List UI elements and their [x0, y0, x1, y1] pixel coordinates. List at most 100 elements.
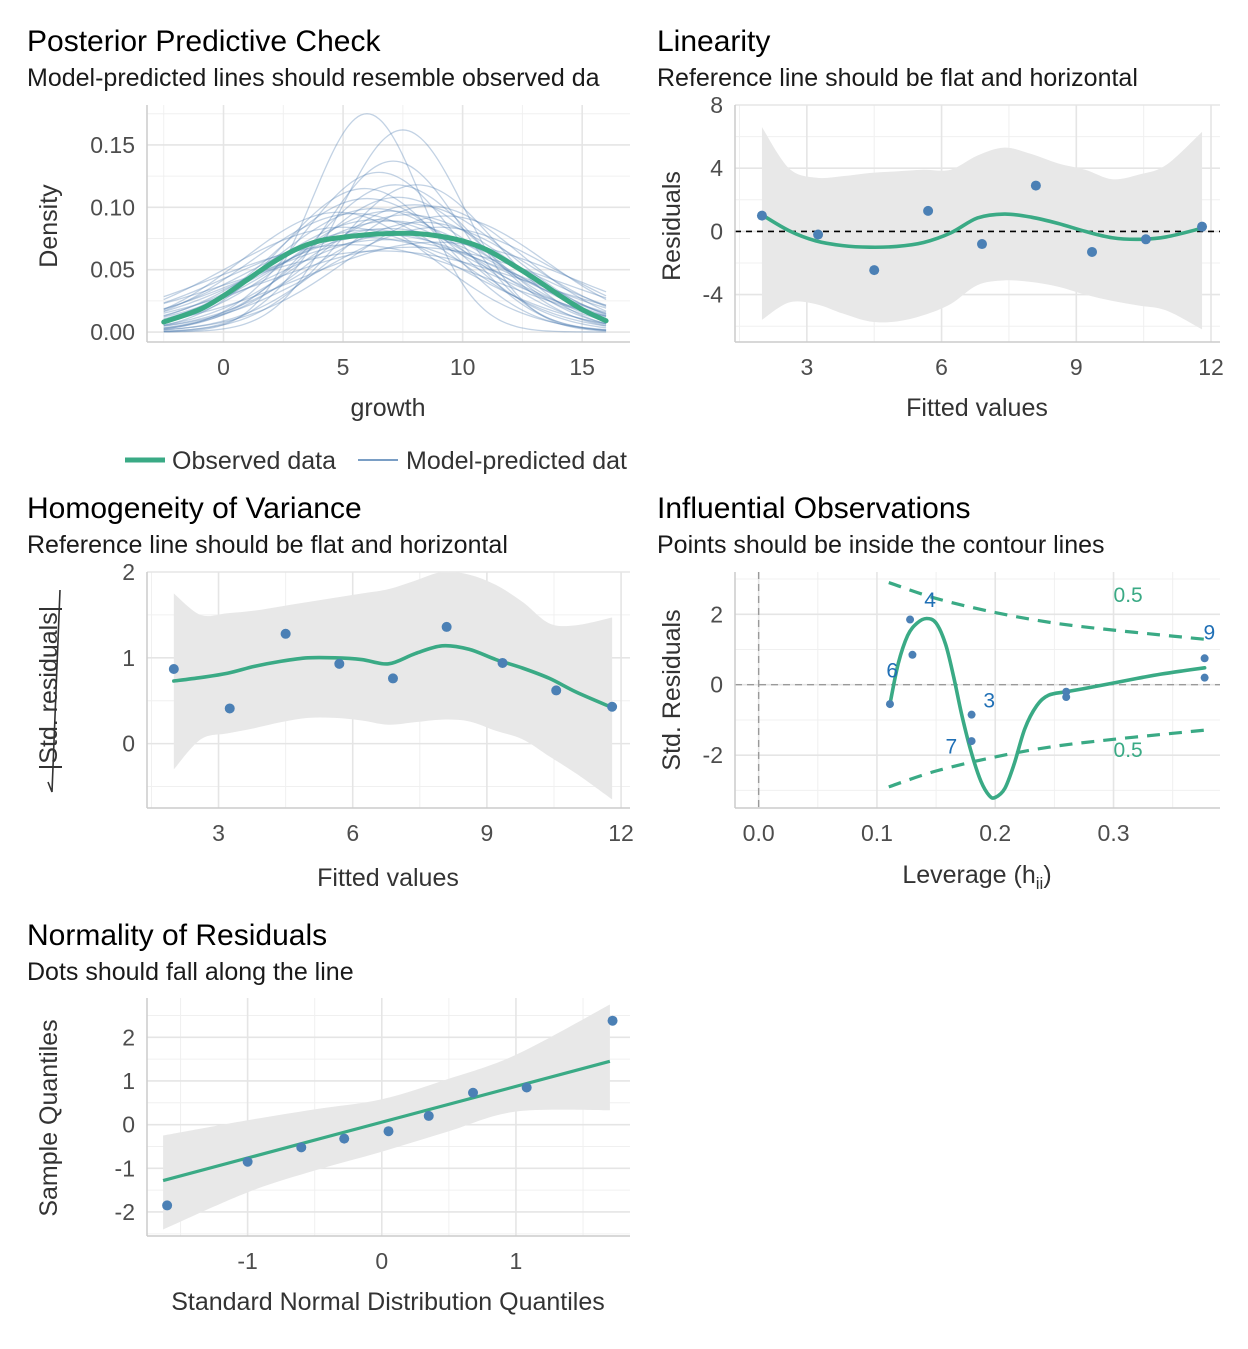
qq-line [162, 1059, 611, 1183]
data-point [383, 1126, 394, 1137]
y-tick-label: 0.00 [90, 319, 135, 345]
normality-of-residuals-panel: Normality of Residuals Dots should fall … [27, 919, 630, 1316]
linearity-panel: Linearity Reference line should be flat … [657, 25, 1224, 422]
x-axis-label: Fitted values [317, 864, 459, 892]
predicted-density-line [163, 244, 607, 317]
predicted-density-line [163, 184, 607, 332]
tick-labels: 3 6 9 12 -4 0 4 8 [703, 92, 1224, 380]
point-label: 7 [946, 735, 958, 758]
legend-label-observed: Observed data [172, 447, 336, 475]
y-tick-label: 0.15 [90, 132, 135, 158]
y-tick-label: 0.05 [90, 257, 135, 283]
confidence-band [761, 127, 1203, 330]
data-point [756, 210, 767, 221]
x-axis-label: growth [350, 394, 425, 422]
y-tick-label: 4 [710, 155, 723, 181]
data-point [607, 1015, 618, 1026]
data-point [521, 1082, 532, 1093]
data-point [296, 1142, 307, 1153]
data-point [908, 650, 917, 659]
observation-points [885, 615, 1209, 746]
x-tick-label: 12 [608, 820, 634, 846]
y-tick-label: 1 [122, 1068, 135, 1094]
panel-subtitle: Points should be inside the contour line… [657, 531, 1105, 559]
data-point [869, 265, 880, 276]
y-tick-label: -2 [115, 1199, 135, 1225]
data-point [923, 205, 934, 216]
smooth-line [760, 212, 1204, 250]
homogeneity-of-variance-panel: Homogeneity of Variance Reference line s… [27, 492, 634, 892]
cooks-contour-line [888, 728, 1209, 789]
confidence-band [163, 1004, 610, 1230]
predicted-density-line [163, 221, 607, 327]
y-tick-label: 1 [122, 645, 135, 671]
confidence-band-area [761, 127, 1203, 330]
y-axis-label: Std. Residuals [658, 609, 686, 770]
point-label: 3 [983, 690, 995, 713]
x-tick-label: 0.2 [979, 820, 1011, 846]
contour-label: 0.5 [1114, 739, 1143, 762]
x-tick-label: 0.3 [1098, 820, 1130, 846]
y-axis-label-group: |Std. residuals| [35, 589, 63, 793]
model-predicted-lines [163, 113, 607, 333]
quantile-points [162, 1015, 618, 1211]
qq-reference-line [162, 1059, 611, 1183]
data-point [387, 673, 398, 684]
confidence-band-area [163, 1004, 610, 1230]
data-point [468, 1087, 479, 1098]
point-label: 4 [924, 589, 936, 612]
data-point [885, 700, 894, 709]
y-axis-label: Sample Quantiles [35, 1019, 63, 1216]
y-tick-label: 8 [710, 92, 723, 118]
x-tick-label: 0 [375, 1248, 388, 1274]
x-tick-label: 9 [480, 820, 493, 846]
data-point [224, 703, 235, 714]
x-tick-label: 0 [217, 354, 230, 380]
posterior-predictive-check-panel: Posterior Predictive Check Model-predict… [27, 25, 630, 475]
data-point [813, 229, 824, 240]
point-label: 6 [886, 660, 898, 683]
predicted-density-line [163, 212, 607, 327]
residual-points [168, 621, 618, 714]
x-tick-label: 6 [935, 354, 948, 380]
smooth-curve [888, 616, 1207, 800]
predicted-density-line [163, 241, 607, 322]
confidence-band-area [173, 571, 613, 800]
smooth-curve [760, 212, 1204, 250]
y-tick-label: -2 [703, 742, 723, 768]
predicted-density-line [163, 160, 607, 332]
predicted-density-line [163, 113, 607, 333]
panel-subtitle: Dots should fall along the line [27, 958, 354, 986]
predicted-density-line [163, 236, 607, 317]
data-point [497, 657, 508, 668]
x-tick-label: 9 [1070, 354, 1083, 380]
panel-title: Influential Observations [657, 492, 971, 525]
predicted-density-line [163, 204, 607, 329]
data-point [1200, 654, 1209, 663]
predicted-density-line [163, 171, 607, 331]
data-point [280, 628, 291, 639]
predicted-density-line [163, 211, 607, 331]
plot-axes [146, 998, 630, 1237]
predicted-density-line [163, 250, 607, 307]
panel-title: Normality of Residuals [27, 919, 327, 952]
legend-label-predicted: Model-predicted dat [406, 447, 627, 475]
legend: Observed data Model-predicted dat [125, 447, 627, 475]
data-point [967, 710, 976, 719]
predicted-density-line [163, 210, 607, 324]
data-point [423, 1110, 434, 1121]
tick-labels: 0 5 10 15 0.00 0.05 0.10 0.15 [90, 132, 595, 380]
plot-axes [734, 105, 1220, 343]
x-axis-label: Standard Normal Distribution Quantiles [171, 1288, 605, 1316]
contour-label: 0.5 [1114, 584, 1143, 607]
data-point [906, 615, 915, 624]
observed-density-line [161, 230, 609, 325]
panel-title: Homogeneity of Variance [27, 492, 362, 525]
x-tick-label: -1 [237, 1248, 257, 1274]
data-point [1030, 180, 1041, 191]
panel-title: Linearity [657, 25, 770, 58]
x-tick-label: 10 [450, 354, 476, 380]
plot-axes [146, 105, 630, 343]
